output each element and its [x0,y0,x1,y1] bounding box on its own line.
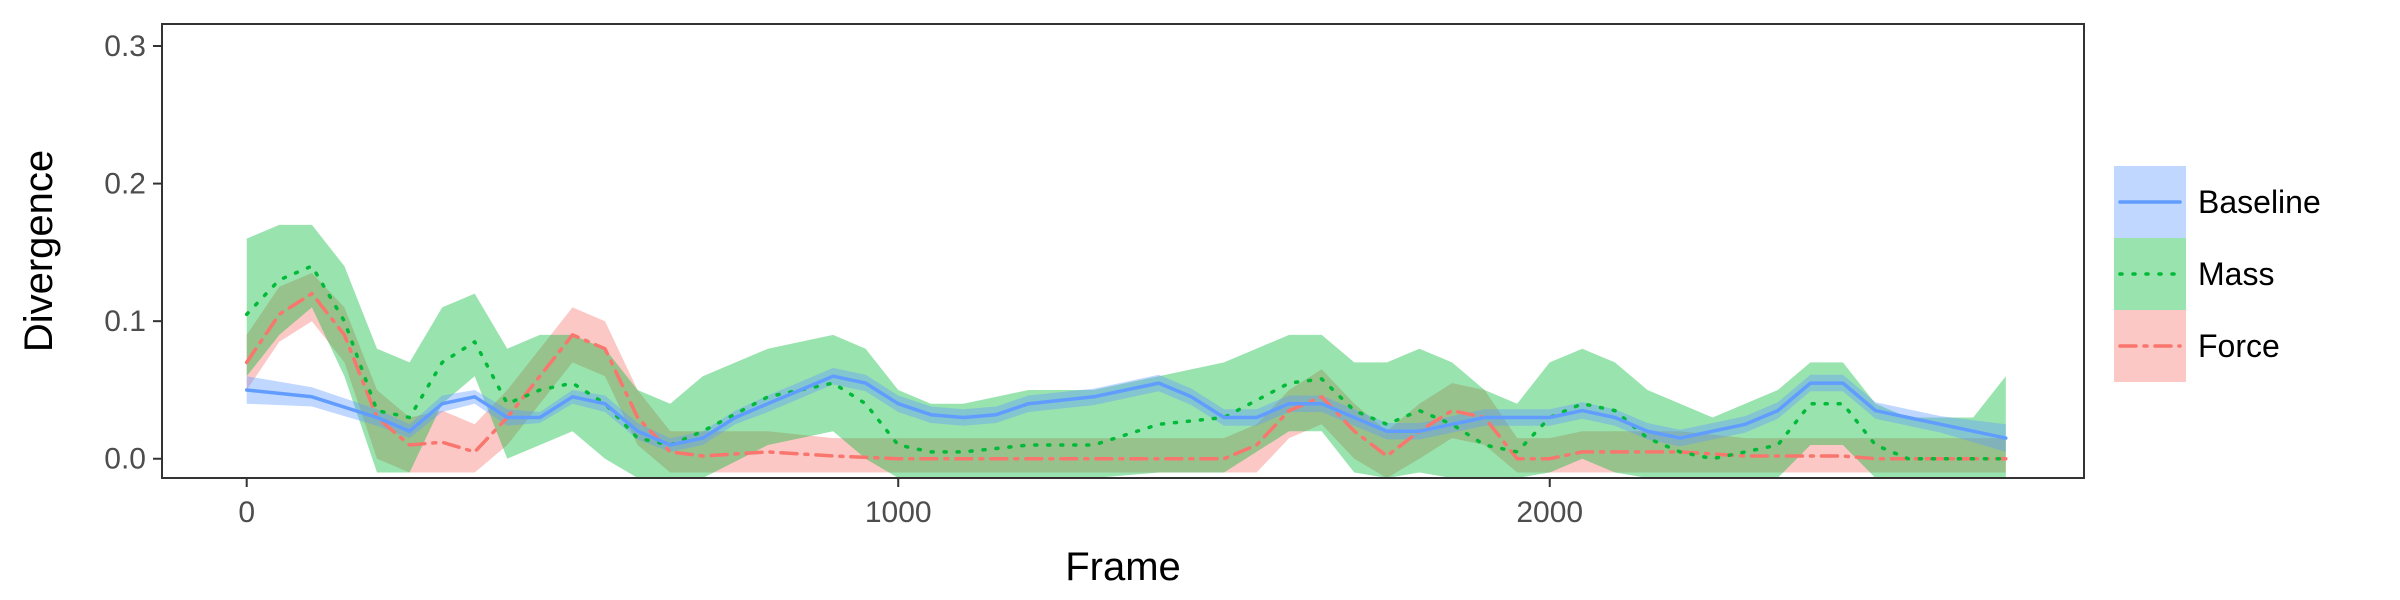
y-axis-ticks: 0.0 0.1 0.2 0.3 [104,30,162,476]
legend: Baseline Mass Force [2114,166,2321,382]
plot-panel-border [161,23,2085,479]
x-axis-ticks: 0 1000 2000 [238,478,1583,529]
baseline-line [244,374,2008,447]
x-tick-label: 1000 [865,496,932,529]
x-tick-label: 0 [238,496,255,529]
force-legend-label: Force [2198,328,2280,364]
baseline-legend-label: Baseline [2198,184,2321,220]
confidence-bands [246,224,2006,478]
x-axis-title: Frame [1065,545,1181,589]
baseline-band [246,367,2006,452]
mass-legend-label: Mass [2198,256,2274,292]
mass-band [246,224,2006,478]
y-tick-label: 0.3 [104,30,146,63]
force-line [244,291,2008,461]
y-axis-title: Divergence [17,150,61,352]
y-tick-label: 0.2 [104,168,146,201]
y-tick-label: 0.1 [104,305,146,338]
series-lines [244,264,2008,461]
x-tick-label: 2000 [1516,496,1583,529]
y-tick-label: 0.0 [104,443,146,476]
